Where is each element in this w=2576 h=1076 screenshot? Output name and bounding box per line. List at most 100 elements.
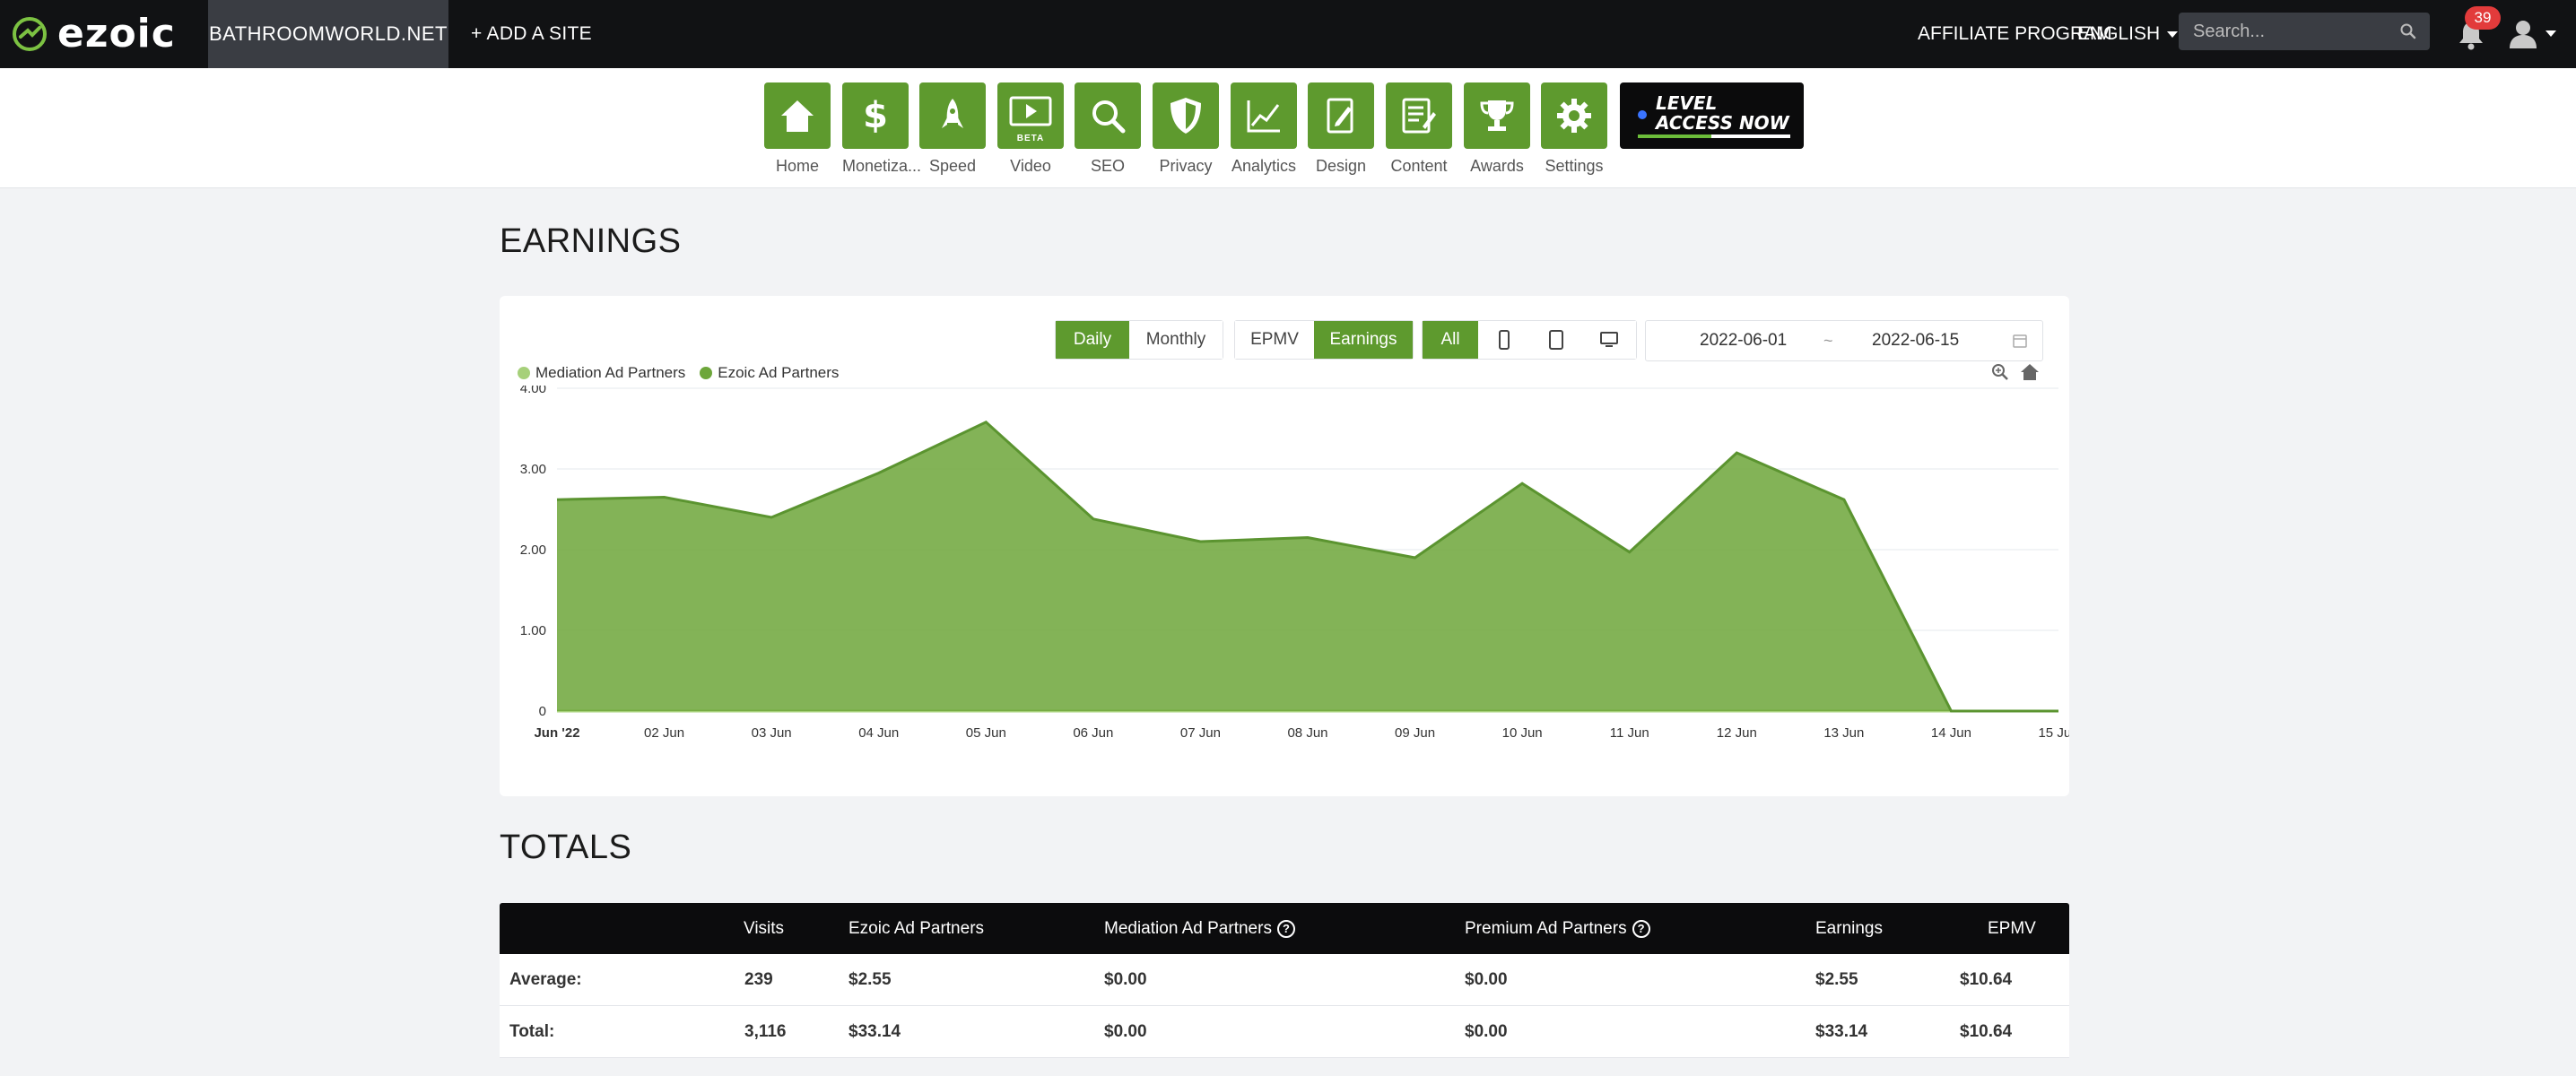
y-tick-label: 2.00 [520,542,546,558]
site-selector[interactable]: BATHROOMWORLD.NET [208,0,448,68]
level-access-button[interactable]: LEVEL ACCESS NOW [1620,82,1804,149]
caret-down-icon [2167,30,2179,38]
nav-label: Video [1010,157,1051,175]
ezoic-logo[interactable]: ezoic [11,13,176,56]
x-tick-label: 02 Jun [644,725,684,741]
nav-speed[interactable]: Speed [919,82,986,176]
col-header-mediation-label: Mediation Ad Partners [1104,919,1272,938]
nav-video[interactable]: BETA Video [997,82,1064,176]
earnings-chart-card: Daily Monthly EPMV Earnings All 2022-06-… [500,296,2069,796]
metric-toggle: EPMV Earnings [1234,320,1414,360]
beta-tag: BETA [1016,134,1045,143]
cell-premium: $0.00 [1465,1022,1508,1041]
nav-label: SEO [1090,157,1125,175]
nav-privacy[interactable]: Privacy [1153,82,1219,176]
level-dot-icon [1638,110,1647,119]
nav-home[interactable]: Home [764,82,831,176]
brand-name: ezoic [57,11,176,56]
line-chart-icon [1247,100,1280,133]
home-tile [764,82,831,149]
nav-label: Monetiza... [842,157,922,175]
content-tile [1386,82,1452,149]
x-tick-label: 10 Jun [1502,725,1543,741]
nav-label: Home [775,157,819,175]
cell-earnings: $2.55 [1815,970,1858,989]
content-icon [1402,98,1436,134]
x-tick-label: Jun '22 [534,725,579,741]
rocket-icon [942,99,963,128]
all-devices-button[interactable]: All [1423,321,1478,359]
earnings-area-chart: 0 1.00 2.00 3.00 4.00 Jun '22 02 Jun 03 Jun 04 J… [520,386,2069,741]
table-row: Average: 239 $2.55 $0.00 $0.00 $2.55 $10… [500,954,2069,1006]
level-progress-bar [1638,134,1790,138]
mobile-button[interactable] [1478,321,1530,359]
desktop-button[interactable] [1582,321,1636,359]
nav-content[interactable]: Content [1386,82,1452,176]
design-icon [1327,98,1353,134]
zoom-icon[interactable] [1990,362,2010,382]
nav-label: Awards [1470,157,1524,175]
nav-label: Settings [1545,157,1604,175]
calendar-icon[interactable] [2012,333,2028,349]
col-header-epmv: EPMV [1988,919,2036,938]
y-tick-label: 1.00 [520,623,546,638]
search-box [2179,13,2430,50]
x-tick-label: 03 Jun [752,725,792,741]
cell-mediation: $0.00 [1104,970,1147,989]
magnifier-icon [1092,100,1126,134]
help-icon[interactable]: ? [1276,919,1295,938]
search-input[interactable] [2179,13,2385,50]
top-navbar: ezoic BATHROOMWORLD.NET + ADD A SITE AFF… [0,0,2576,68]
cell-visits: 239 [744,970,773,989]
tablet-button[interactable] [1530,321,1582,359]
earnings-button[interactable]: Earnings [1314,321,1413,359]
col-header-ezoic: Ezoic Ad Partners [849,919,985,938]
mobile-phone-icon [1499,330,1510,350]
nav-monetization[interactable]: $ Monetiza... [842,82,922,176]
design-tile [1308,82,1374,149]
epmv-button[interactable]: EPMV [1235,321,1314,359]
search-icon[interactable] [2399,22,2417,40]
legend-swatch [700,367,713,379]
help-icon[interactable]: ? [1632,919,1650,938]
x-tick-label: 15 Jun [2038,725,2069,741]
chart-legend: Mediation Ad Partners Ezoic Ad Partners [518,364,839,382]
cell-earnings: $33.14 [1815,1022,1868,1041]
cell-mediation: $0.00 [1104,1022,1147,1041]
row-label: Total: [509,1022,555,1041]
cell-ezoic: $33.14 [849,1022,901,1041]
nav-seo[interactable]: SEO [1075,82,1141,176]
cell-premium: $0.00 [1465,970,1508,989]
end-date[interactable]: 2022-06-15 [1872,331,1960,350]
start-date[interactable]: 2022-06-01 [1700,331,1788,350]
nav-settings[interactable]: Settings [1541,82,1607,176]
y-tick-label: 4.00 [520,386,546,396]
nav-analytics[interactable]: Analytics [1231,82,1297,176]
nav-label: Privacy [1159,157,1213,175]
series-area-ezoic [557,421,2058,711]
x-tick-label: 11 Jun [1610,725,1649,741]
daily-button[interactable]: Daily [1056,321,1129,359]
x-tick-label: 12 Jun [1717,725,1757,741]
feature-nav: Home $ Monetiza... Speed BETA Video SEO … [0,68,2576,188]
legend-item-ezoic[interactable]: Ezoic Ad Partners [700,364,839,382]
date-separator: ~ [1823,332,1833,350]
affiliate-program-link[interactable]: AFFILIATE PROGRAM [1918,23,2112,44]
nav-awards[interactable]: Awards [1464,82,1530,176]
period-toggle: Daily Monthly [1055,320,1223,360]
nav-design[interactable]: Design [1308,82,1374,176]
notification-badge: 39 [2465,6,2501,30]
monthly-button[interactable]: Monthly [1129,321,1223,359]
add-site-link[interactable]: + ADD A SITE [471,23,592,44]
date-range-picker[interactable]: 2022-06-01 ~ 2022-06-15 [1645,320,2043,361]
legend-item-mediation[interactable]: Mediation Ad Partners [518,364,685,382]
reset-zoom-home-icon[interactable] [2019,362,2041,382]
language-dropdown[interactable]: ENGLISH [2077,0,2179,68]
y-tick-label: 3.00 [520,462,546,477]
trophy-icon [1480,100,1514,131]
level-line-2: ACCESS NOW [1656,112,1789,134]
x-tick-label: 13 Jun [1823,725,1864,741]
dollar-icon: $ [863,95,888,136]
x-tick-label: 04 Jun [858,725,899,741]
user-menu[interactable] [2508,18,2556,48]
